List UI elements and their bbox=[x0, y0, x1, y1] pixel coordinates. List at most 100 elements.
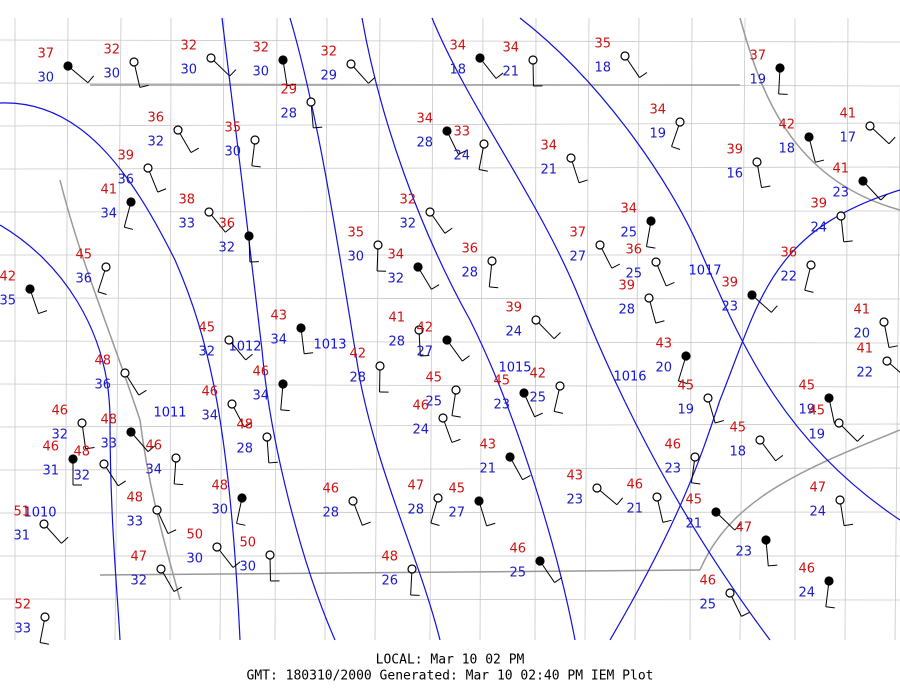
state-border bbox=[739, 17, 900, 211]
station: 41 20 bbox=[853, 303, 898, 349]
temperature: 29 bbox=[280, 83, 297, 98]
sky-cover bbox=[528, 55, 538, 65]
county-line bbox=[219, 17, 225, 641]
dewpoint: 24 bbox=[505, 325, 522, 340]
station: 48 30 bbox=[211, 479, 247, 526]
wind-barb-flag bbox=[486, 522, 496, 527]
dewpoint: 28 bbox=[236, 442, 253, 457]
sky-cover bbox=[651, 257, 661, 267]
wind-barb-flag bbox=[639, 72, 648, 78]
station: 46 32 bbox=[51, 404, 95, 450]
dewpoint: 32 bbox=[387, 272, 404, 287]
station: 34 28 bbox=[416, 112, 467, 155]
dewpoint: 25 bbox=[620, 226, 637, 241]
station: 34 25 bbox=[620, 202, 656, 249]
temperature: 39 bbox=[721, 276, 738, 291]
wind-barb-flag bbox=[554, 577, 563, 583]
station: 45 19 bbox=[808, 404, 865, 443]
temperature: 35 bbox=[594, 37, 611, 52]
county-line bbox=[0, 166, 900, 170]
wind-barb-flag bbox=[85, 446, 95, 450]
temperature: 45 bbox=[448, 482, 465, 497]
temperature: 50 bbox=[239, 536, 256, 551]
county-line bbox=[479, 17, 484, 641]
wind-barb-flag bbox=[451, 415, 461, 418]
wind-barb-flag bbox=[138, 389, 147, 396]
wind-barb-flag bbox=[825, 606, 835, 609]
sky-cover bbox=[675, 117, 685, 127]
temperature: 46 bbox=[42, 440, 59, 455]
wind-barb-flag bbox=[489, 286, 499, 289]
county-line bbox=[324, 17, 328, 641]
dewpoint: 28 bbox=[349, 371, 366, 386]
dewpoint: 30 bbox=[224, 145, 241, 160]
isobar bbox=[289, 17, 441, 641]
station: 35 18 bbox=[594, 37, 648, 78]
station: 34 18 bbox=[449, 39, 504, 79]
station: 47 24 bbox=[809, 481, 854, 527]
county-line bbox=[634, 17, 640, 641]
sky-cover bbox=[858, 176, 868, 186]
wind-barb-flag bbox=[458, 149, 467, 155]
wind-barb-flag bbox=[815, 159, 825, 163]
wind-barb-flag bbox=[578, 179, 588, 184]
wind-barb-flag bbox=[286, 83, 297, 87]
temperature: 36 bbox=[461, 242, 478, 257]
sky-cover bbox=[804, 132, 814, 142]
gmt-time: GMT: 180310/2000 Generated: Mar 10 02:40… bbox=[247, 669, 654, 684]
station: 50 30 bbox=[239, 536, 280, 582]
station: 45 25 bbox=[425, 371, 461, 418]
wind-barb-flag bbox=[362, 521, 371, 526]
wind-barb-flag bbox=[225, 226, 233, 233]
station: 43 20 bbox=[655, 337, 691, 384]
isobar-label: 1017 bbox=[688, 264, 721, 279]
sky-cover bbox=[414, 325, 424, 335]
dewpoint: 19 bbox=[749, 73, 766, 88]
station: 41 22 bbox=[856, 342, 900, 381]
sky-cover bbox=[879, 317, 889, 327]
temperature: 42 bbox=[0, 270, 16, 285]
sky-cover bbox=[413, 262, 423, 272]
station: 46 34 bbox=[252, 365, 290, 412]
sky-cover bbox=[212, 542, 222, 552]
station: 45 18 bbox=[729, 421, 784, 462]
sky-cover bbox=[442, 335, 452, 345]
sky-cover bbox=[681, 351, 691, 361]
sky-cover bbox=[747, 290, 757, 300]
isobar bbox=[221, 17, 336, 641]
sky-cover bbox=[237, 493, 247, 503]
dewpoint: 20 bbox=[655, 361, 672, 376]
station: 46 34 bbox=[145, 439, 184, 486]
temperature: 34 bbox=[416, 112, 433, 127]
isobar bbox=[0, 224, 121, 641]
wind-barb-flag bbox=[662, 519, 672, 523]
dewpoint: 35 bbox=[0, 294, 16, 309]
dewpoint: 34 bbox=[145, 463, 162, 478]
wind-barb-flag bbox=[880, 193, 888, 201]
dewpoint: 25 bbox=[509, 566, 526, 581]
dewpoint: 24 bbox=[453, 149, 470, 164]
dewpoint: 30 bbox=[347, 250, 364, 265]
sky-cover bbox=[620, 51, 630, 61]
wind-barb-flag bbox=[768, 564, 778, 567]
wind-barb-flag bbox=[691, 482, 701, 485]
wind-barb-flag bbox=[478, 169, 488, 172]
wind-barb-flag bbox=[173, 586, 183, 592]
sky-cover bbox=[761, 535, 771, 545]
station: 46 28 bbox=[322, 482, 371, 526]
wind-barb-flag bbox=[534, 412, 544, 418]
dewpoint: 32 bbox=[73, 469, 90, 484]
dewpoint: 21 bbox=[626, 502, 643, 517]
temperature: 48 bbox=[381, 550, 398, 565]
local-time: LOCAL: Mar 10 02 PM bbox=[376, 653, 525, 668]
temperature: 33 bbox=[453, 125, 470, 140]
dewpoint: 34 bbox=[270, 333, 287, 348]
station: 33 24 bbox=[453, 125, 489, 172]
temperature: 46 bbox=[664, 438, 681, 453]
wind-barb-flag bbox=[646, 246, 656, 249]
sky-cover bbox=[204, 207, 214, 217]
wind-barb-flag bbox=[775, 454, 784, 462]
dewpoint: 32 bbox=[198, 345, 215, 360]
dewpoint: 19 bbox=[798, 403, 815, 418]
dewpoint: 30 bbox=[103, 67, 120, 82]
